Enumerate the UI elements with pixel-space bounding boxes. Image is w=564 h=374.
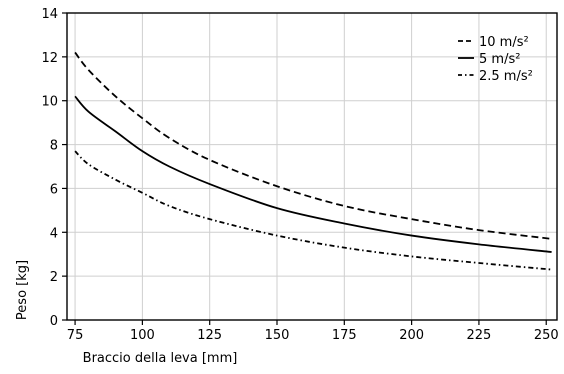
y-tick-label: 10 <box>41 95 58 110</box>
x-tick-label: 150 <box>265 328 290 343</box>
series-lines <box>74 51 552 271</box>
x-axis-ticks: 75 100 125 150 175 200 225 250 <box>67 320 559 343</box>
plot-frame <box>66 12 558 321</box>
legend: 10 m/s² 5 m/s² 2.5 m/s² <box>458 35 533 84</box>
y-axis-ticks: 0 2 4 6 8 10 12 14 <box>41 7 67 329</box>
y-tick-label: 12 <box>41 51 58 66</box>
y-tick-label: 6 <box>50 182 58 197</box>
x-axis-label: Braccio della leva [mm] <box>83 351 238 366</box>
series-line-2 <box>74 150 552 271</box>
legend-entry-label: 2.5 m/s² <box>479 69 533 84</box>
x-tick-label: 100 <box>130 328 155 343</box>
x-tick-label: 75 <box>67 328 84 343</box>
legend-entry-label: 5 m/s² <box>479 52 520 67</box>
x-tick-label: 125 <box>197 328 222 343</box>
x-tick-label: 200 <box>399 328 424 343</box>
y-tick-label: 8 <box>50 139 58 154</box>
y-tick-label: 0 <box>50 314 58 329</box>
y-tick-label: 14 <box>41 7 58 22</box>
series-line-0 <box>74 51 552 240</box>
y-axis-label: Peso [kg] <box>15 260 30 320</box>
y-tick-label: 2 <box>50 270 58 285</box>
series-line-1 <box>74 95 552 253</box>
x-tick-label: 250 <box>534 328 559 343</box>
x-tick-label: 225 <box>467 328 492 343</box>
legend-entry-label: 10 m/s² <box>479 35 529 50</box>
x-tick-label: 175 <box>332 328 357 343</box>
y-tick-label: 4 <box>50 226 58 241</box>
